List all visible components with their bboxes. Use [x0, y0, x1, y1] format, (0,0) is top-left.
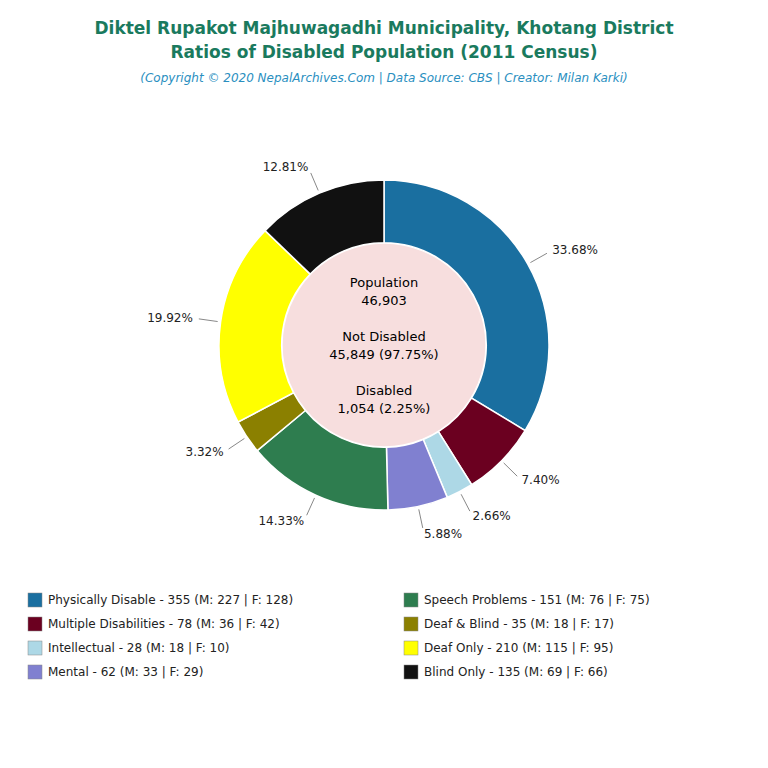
legend-label: Intellectual - 28 (M: 18 | F: 10) — [48, 641, 230, 655]
chart: Diktel Rupakot Majhuwagadhi Municipality… — [0, 0, 768, 768]
slices — [219, 180, 549, 510]
data-label: 5.88% — [424, 527, 462, 541]
leader-line — [419, 509, 423, 528]
legend-swatch — [28, 641, 42, 655]
legend-swatch — [28, 617, 42, 631]
data-label: 7.40% — [521, 473, 559, 487]
legend: Physically Disable - 355 (M: 227 | F: 12… — [28, 593, 650, 679]
center-annotation: Disabled1,054 (2.25%) — [338, 383, 431, 416]
center-circle — [283, 244, 486, 447]
subtitle: (Copyright © 2020 NepalArchives.Com | Da… — [140, 71, 627, 85]
leader-line — [311, 173, 318, 190]
leader-line — [307, 498, 315, 515]
legend-swatch — [404, 641, 418, 655]
leader-line — [530, 253, 547, 262]
slice-labels: 33.68% 7.40% 2.66% 5.88% 14.33% 3.32% 19.92% 12… — [147, 160, 598, 540]
leader-line — [229, 438, 245, 449]
data-label: 3.32% — [186, 445, 224, 459]
data-label: 33.68% — [552, 243, 598, 257]
data-label: 14.33% — [258, 514, 304, 528]
data-label: 12.81% — [263, 160, 309, 174]
data-label: 19.92% — [147, 311, 193, 325]
legend-label: Physically Disable - 355 (M: 227 | F: 12… — [48, 593, 293, 607]
legend-label: Speech Problems - 151 (M: 76 | F: 75) — [424, 593, 650, 607]
background — [0, 0, 768, 768]
leader-line — [504, 463, 518, 476]
slice — [386, 439, 447, 509]
legend-swatch — [404, 665, 418, 679]
legend-swatch — [28, 593, 42, 607]
center-annotation: Population46,903 — [350, 275, 418, 308]
leader-line — [461, 494, 470, 511]
title: Ratios of Disabled Population (2011 Cens… — [171, 42, 598, 62]
legend-label: Blind Only - 135 (M: 69 | F: 66) — [424, 665, 608, 679]
title: Diktel Rupakot Majhuwagadhi Municipality… — [94, 18, 673, 38]
center-annotation: Not Disabled45,849 (97.75%) — [329, 329, 438, 362]
legend-swatch — [404, 593, 418, 607]
legend-label: Deaf Only - 210 (M: 115 | F: 95) — [424, 641, 613, 655]
legend-label: Multiple Disabilities - 78 (M: 36 | F: 4… — [48, 617, 280, 631]
legend-label: Deaf & Blind - 35 (M: 18 | F: 17) — [424, 617, 614, 631]
legend-label: Mental - 62 (M: 33 | F: 29) — [48, 665, 203, 679]
legend-swatch — [404, 617, 418, 631]
legend-swatch — [28, 665, 42, 679]
leader-line — [199, 319, 218, 322]
data-label: 2.66% — [473, 509, 511, 523]
